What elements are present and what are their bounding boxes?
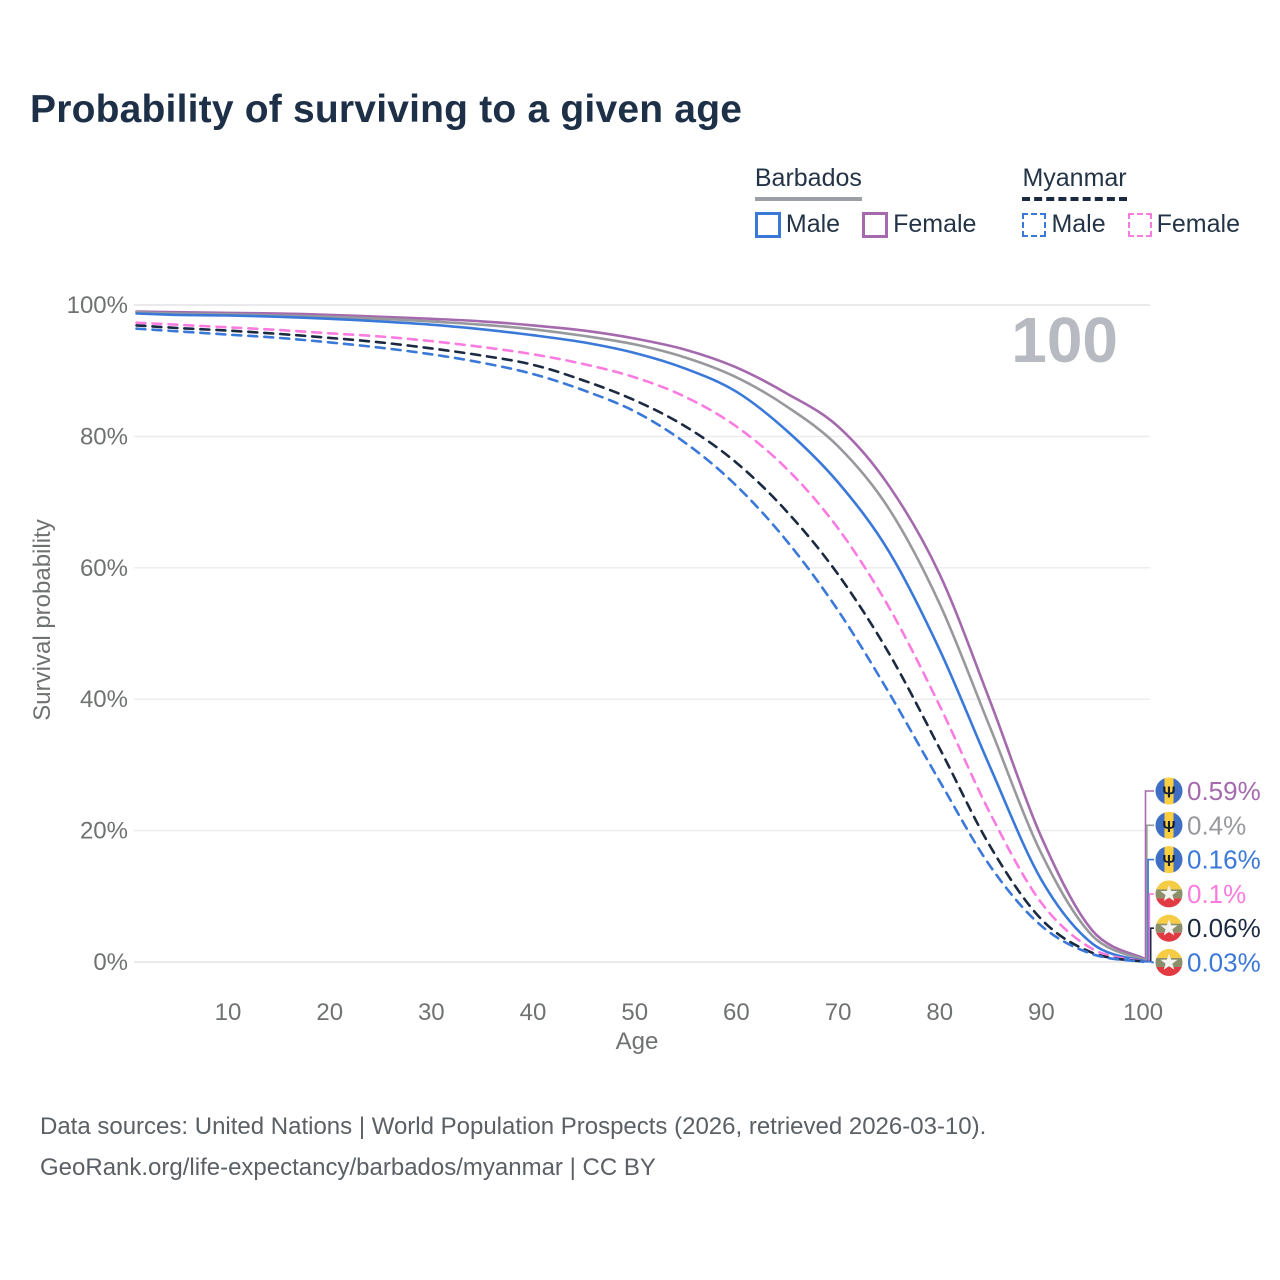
y-tick-40: 40% <box>80 686 128 713</box>
y-axis-ticks: 0% 20% 40% 60% 80% 100% <box>67 292 128 976</box>
curve-barbados-male[interactable] <box>135 312 1145 963</box>
legend-item-label: Female <box>1156 210 1240 238</box>
leader-line <box>1143 961 1154 964</box>
myanmar-flag-icon <box>1155 914 1183 942</box>
y-tick-20: 20% <box>80 818 128 845</box>
end-value-label-barbados-female: 0.59% <box>1187 776 1261 806</box>
legend-country-barbados[interactable]: Barbados <box>754 164 862 201</box>
curve-myanmar-male[interactable] <box>135 327 1145 964</box>
myanmar-male-swatch-icon <box>1022 212 1047 237</box>
curve-barbados-female[interactable] <box>135 310 1145 960</box>
x-tick-50: 50 <box>621 999 648 1026</box>
age-watermark: 100 <box>1011 304 1118 376</box>
end-value-label-myanmar-both-sexes: 0.06% <box>1187 913 1261 943</box>
barbados-flag-icon <box>1155 811 1183 839</box>
end-value-label-myanmar-male: 0.03% <box>1187 948 1261 978</box>
leader-line <box>1143 790 1154 959</box>
myanmar-flag-icon <box>1155 949 1183 977</box>
legend-item-label: Male <box>1051 210 1106 238</box>
y-tick-0: 0% <box>93 949 128 976</box>
x-tick-100: 100 <box>1123 999 1163 1026</box>
legend-item-myanmar-male[interactable]: Male <box>1022 210 1106 239</box>
legend-item-barbados-male[interactable]: Male <box>754 210 841 239</box>
legend-item-label: Male <box>785 210 841 238</box>
leader-line <box>1143 858 1154 962</box>
legend-country-myanmar[interactable]: Myanmar <box>1022 164 1127 201</box>
x-tick-40: 40 <box>520 999 547 1026</box>
barbados-flag-icon <box>1155 777 1183 805</box>
leader-line <box>1143 824 1154 961</box>
y-axis-title: Survival probability <box>29 519 56 720</box>
x-tick-80: 80 <box>926 999 953 1026</box>
curve-myanmar-female[interactable] <box>135 321 1145 963</box>
legend-group-barbados: Barbados Male Female <box>754 164 976 239</box>
footer: Data sources: United Nations | World Pop… <box>40 1106 986 1188</box>
barbados-flag-icon <box>1155 846 1183 874</box>
curve-barbados-both-sexes[interactable] <box>135 310 1145 961</box>
end-value-label-barbados-male: 0.16% <box>1187 845 1261 875</box>
x-tick-60: 60 <box>723 999 750 1026</box>
barbados-female-swatch-icon <box>862 211 889 238</box>
page-title: Probability of surviving to a given age <box>30 88 743 131</box>
y-tick-60: 60% <box>80 555 128 582</box>
myanmar-flag-icon <box>1155 880 1183 908</box>
end-value-label-barbados-both-sexes: 0.4% <box>1187 810 1246 840</box>
barbados-male-swatch-icon <box>754 211 781 238</box>
x-tick-10: 10 <box>215 999 242 1026</box>
curve-myanmar-both-sexes[interactable] <box>135 324 1145 963</box>
x-axis-title: Age <box>616 1028 659 1055</box>
x-tick-20: 20 <box>316 999 343 1026</box>
source-url-line: GeoRank.org/life-expectancy/barbados/mya… <box>40 1154 656 1181</box>
x-tick-30: 30 <box>418 999 445 1026</box>
legend-group-myanmar: Myanmar Male Female <box>1022 164 1240 239</box>
y-tick-100: 100% <box>67 292 128 319</box>
legend-item-label: Female <box>893 210 977 238</box>
x-tick-90: 90 <box>1028 999 1055 1026</box>
y-tick-80: 80% <box>80 423 128 450</box>
data-sources-line: Data sources: United Nations | World Pop… <box>40 1113 987 1140</box>
legend-item-myanmar-female[interactable]: Female <box>1127 210 1240 239</box>
myanmar-female-swatch-icon <box>1127 212 1152 237</box>
end-value-label-myanmar-female: 0.1% <box>1187 879 1246 909</box>
legend: Barbados Male Female Myanmar Male <box>754 164 1240 239</box>
x-tick-70: 70 <box>825 999 852 1026</box>
x-axis-ticks: 10 20 30 40 50 60 70 80 90 100 <box>215 999 1163 1026</box>
legend-item-barbados-female[interactable]: Female <box>862 210 976 239</box>
